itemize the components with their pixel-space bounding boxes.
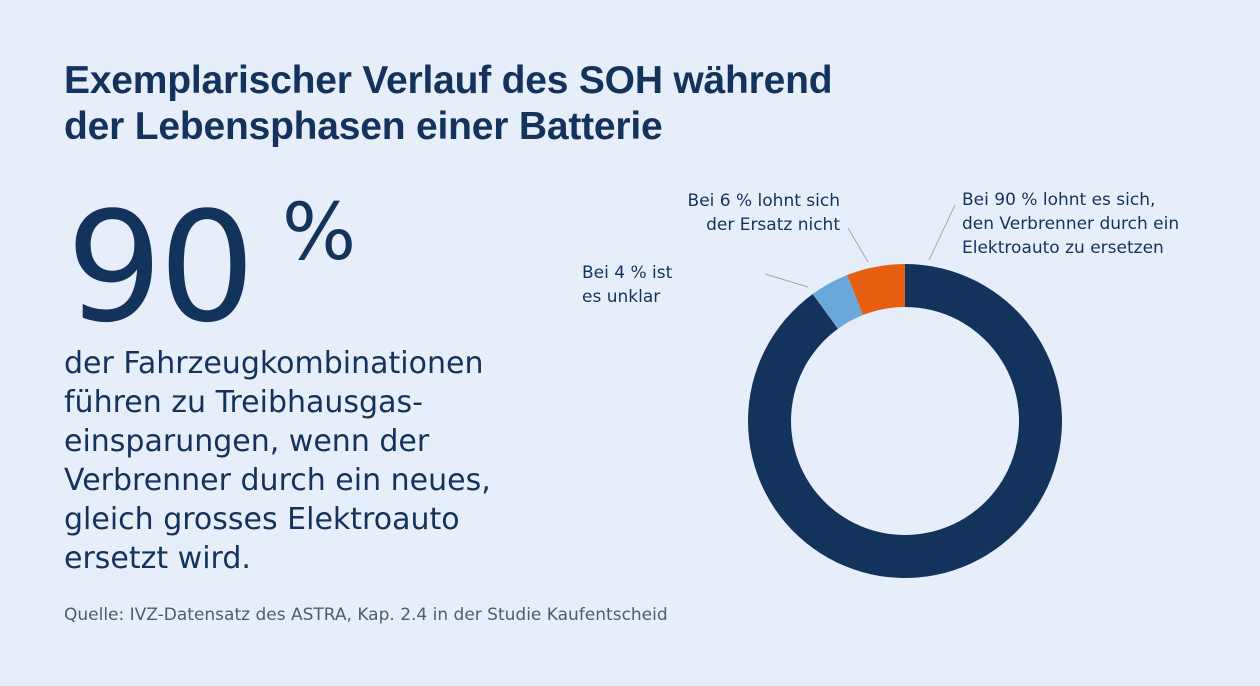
description-line: führen zu Treibhausgas- xyxy=(64,385,423,420)
slice-label-line: der Ersatz nicht xyxy=(706,215,840,235)
slice-label-line: Bei 4 % ist xyxy=(582,263,673,283)
leader-line xyxy=(928,204,956,261)
description-line: gleich grosses Elektroauto xyxy=(64,502,460,537)
slice-labels: Bei 90 % lohnt es sich, den Verbrenner du… xyxy=(582,190,1179,307)
slice-label-line: den Verbrenner durch ein xyxy=(962,214,1179,234)
description-line: einsparungen, wenn der xyxy=(64,424,430,459)
title-line-1: Exemplarischer Verlauf des SOH während xyxy=(64,59,833,102)
highlight-unit: % xyxy=(282,188,357,278)
title-line-2: der Lebensphasen einer Batterie xyxy=(64,105,663,148)
leader-line xyxy=(764,273,809,288)
donut-slice-90 xyxy=(748,264,1062,578)
donut-slice-4 xyxy=(812,275,864,329)
slice-label: Bei 90 % lohnt es sich, den Verbrenner du… xyxy=(962,190,1179,258)
donut-slices xyxy=(748,264,1062,578)
slice-label-line: es unklar xyxy=(582,287,660,307)
donut-slice-6 xyxy=(847,264,905,316)
description-line: der Fahrzeugkombinationen xyxy=(64,346,484,381)
description-line: ersetzt wird. xyxy=(64,541,251,576)
leader-line xyxy=(847,227,869,263)
source-note: Quelle: IVZ-Datensatz des ASTRA, Kap. 2.… xyxy=(64,605,668,625)
slice-label-line: Bei 6 % lohnt sich xyxy=(688,191,840,211)
slice-label: Bei 6 % lohnt sich der Ersatz nicht xyxy=(688,191,841,235)
leader-lines xyxy=(764,204,956,288)
chart-title: Exemplarischer Verlauf des SOH während d… xyxy=(64,58,1024,150)
highlight-number: 90 xyxy=(66,179,255,356)
slice-label-line: Bei 90 % lohnt es sich, xyxy=(962,190,1155,210)
slice-label-line: Elektroauto zu ersetzen xyxy=(962,238,1164,258)
highlight-description: der Fahrzeugkombinationen führen zu Trei… xyxy=(64,344,534,578)
slice-label: Bei 4 % ist es unklar xyxy=(582,263,673,307)
description-line: Verbrenner durch ein neues, xyxy=(64,463,491,498)
